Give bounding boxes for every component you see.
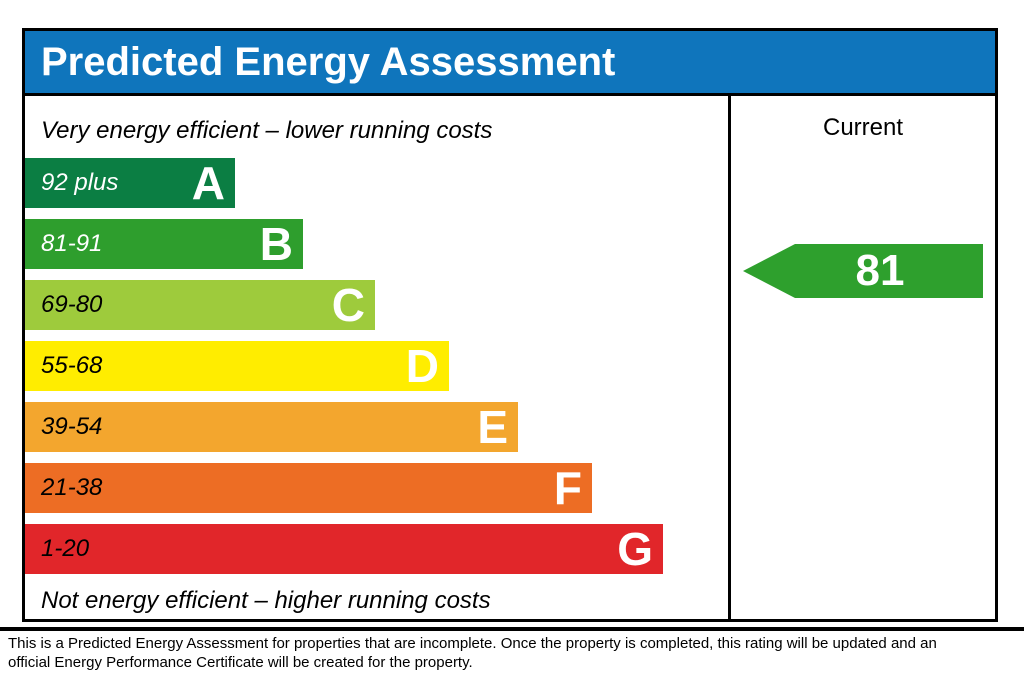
page-title: Predicted Energy Assessment (41, 39, 616, 84)
footer-line-1: This is a Predicted Energy Assessment fo… (8, 635, 937, 652)
current-column: Current 81 (728, 96, 995, 619)
footer-note: This is a Predicted Energy Assessment fo… (8, 634, 1016, 672)
band-letter: C (331, 279, 365, 331)
panel-body: Very energy efficient – lower running co… (25, 96, 995, 619)
band-range-label: 21-38 (41, 474, 103, 501)
rating-scale: Very energy efficient – lower running co… (25, 96, 728, 619)
band-letter: F (553, 462, 582, 514)
band-range-label: 81-91 (41, 230, 103, 257)
band-letter: G (617, 523, 653, 575)
band-letter: B (259, 218, 293, 270)
band-bar: 55-68 D (25, 341, 449, 391)
band-bar: 1-20 G (25, 524, 663, 574)
bands-container: 92 plus A 81-91 B 69-80 C 55-68 D 39-54 … (25, 158, 728, 574)
band-range-label: 1-20 (41, 535, 90, 562)
band-range-label: 55-68 (41, 352, 103, 379)
top-caption: Very energy efficient – lower running co… (41, 117, 493, 144)
band-range-label: 92 plus (41, 169, 119, 196)
band-bar: 69-80 C (25, 280, 375, 330)
footer-line-2: official Energy Performance Certificate … (8, 654, 473, 671)
band-bar: 92 plus A (25, 158, 235, 208)
bottom-caption: Not energy efficient – higher running co… (41, 587, 491, 614)
current-rating-value: 81 (855, 246, 905, 295)
band-range-label: 69-80 (41, 291, 103, 318)
band-bar: 21-38 F (25, 463, 592, 513)
band-bar: 81-91 B (25, 219, 303, 269)
band-bar: 39-54 E (25, 402, 518, 452)
band-letter: E (477, 401, 508, 453)
current-column-header: Current (822, 114, 904, 141)
band-range-label: 39-54 (41, 413, 103, 440)
title-bar: Predicted Energy Assessment (25, 31, 995, 96)
band-letter: A (191, 157, 225, 209)
current-rating-arrow: 81 (743, 244, 983, 298)
footer-divider (0, 627, 1024, 631)
energy-assessment-panel: Predicted Energy Assessment Very energy … (22, 28, 998, 622)
band-letter: D (405, 340, 439, 392)
